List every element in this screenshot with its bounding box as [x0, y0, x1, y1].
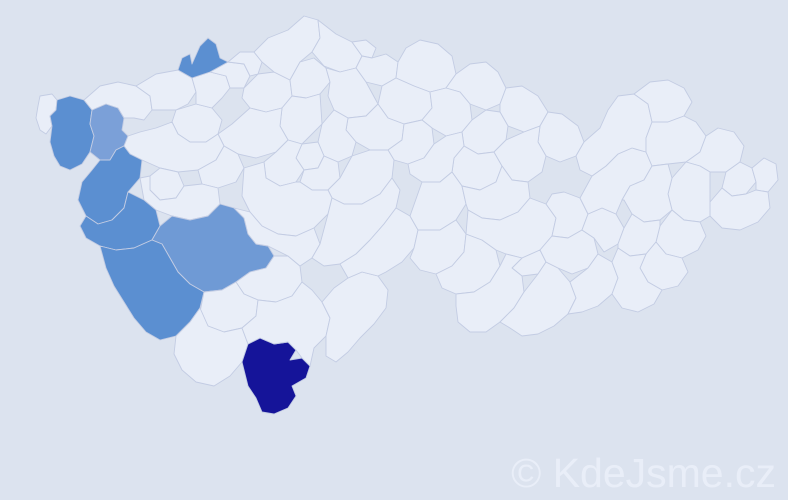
district-uherske-hradiste[interactable] — [611, 247, 663, 313]
district-svitavy[interactable] — [493, 125, 547, 183]
copyright-icon: © — [511, 450, 542, 496]
district-decin[interactable] — [177, 37, 229, 79]
district-karvina[interactable] — [751, 157, 779, 193]
district-trebic[interactable] — [435, 233, 501, 295]
watermark-text: KdeJsme.cz — [552, 450, 776, 496]
district-jesenik[interactable] — [633, 79, 693, 123]
district-jablonec[interactable] — [351, 39, 377, 59]
district-kutna-hora[interactable] — [407, 131, 465, 183]
district-plzen-sever[interactable] — [123, 121, 225, 173]
watermark: © KdeJsme.cz — [511, 453, 776, 494]
district-cheb[interactable] — [49, 95, 95, 171]
district-jindrichuv-hradec[interactable] — [321, 271, 389, 363]
district-chomutov[interactable] — [135, 69, 197, 111]
district-usti-nad-labem[interactable] — [227, 51, 263, 77]
district-layer — [35, 15, 779, 415]
district-ceske-budejovice[interactable] — [241, 281, 331, 367]
district-praha-vychod[interactable] — [317, 109, 357, 163]
district-karlovy-vary[interactable] — [83, 81, 153, 121]
district-kolin[interactable] — [387, 119, 435, 165]
district-most[interactable] — [191, 71, 231, 109]
district-plzen-jih-upper[interactable] — [139, 175, 221, 221]
